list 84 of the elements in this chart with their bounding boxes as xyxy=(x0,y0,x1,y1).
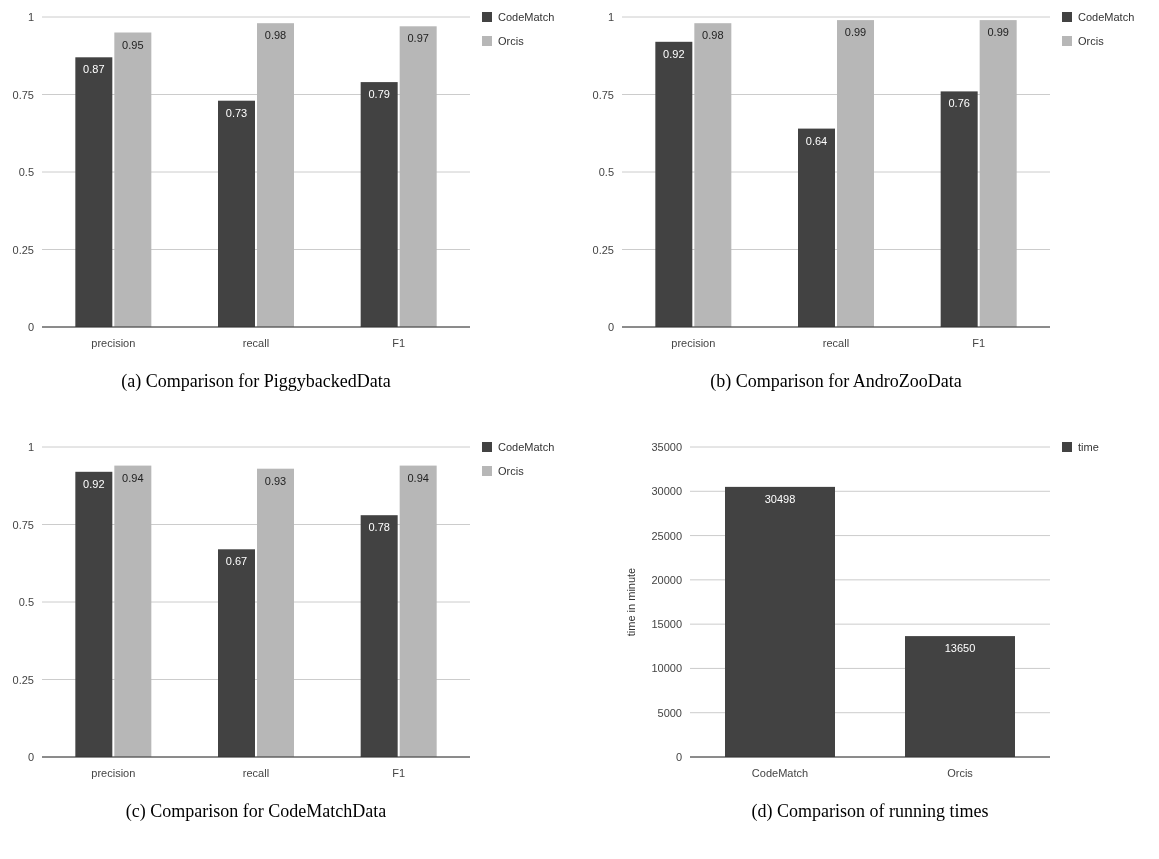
text: (a) Comparison for PiggybackedData xyxy=(121,371,391,392)
data-label: 0.73 xyxy=(225,106,248,119)
y-tick-label: 0 xyxy=(27,321,34,333)
y-tick-label: 0 xyxy=(607,321,614,333)
y-tick-label: 20000 xyxy=(651,573,682,586)
bar xyxy=(75,471,113,757)
x-tick-label: precision xyxy=(671,337,716,349)
data-label: 0.78 xyxy=(368,521,390,534)
bar xyxy=(218,100,255,327)
bar xyxy=(655,41,693,327)
bar xyxy=(75,57,113,327)
legend-label: CodeMatch xyxy=(498,441,555,453)
bar xyxy=(218,549,255,757)
data-label: 0.99 xyxy=(987,26,1009,39)
data-label: 0.94 xyxy=(407,471,429,484)
bar xyxy=(694,23,732,327)
y-tick-label: 0.25 xyxy=(12,673,34,686)
y-tick-label: 35000 xyxy=(651,441,682,453)
y-tick-label: 1 xyxy=(27,11,34,23)
x-tick-label: F1 xyxy=(392,767,406,779)
x-tick-label: F1 xyxy=(972,337,986,349)
data-label: 0.97 xyxy=(407,32,429,45)
data-label: 0.94 xyxy=(122,471,144,484)
y-tick-label: 0.25 xyxy=(592,243,614,256)
y-tick-label: 0.5 xyxy=(18,596,34,608)
data-label: 0.98 xyxy=(702,29,724,42)
x-tick-label: Orcis xyxy=(947,767,974,779)
y-tick-label: 30000 xyxy=(651,485,682,498)
bar xyxy=(979,20,1017,327)
x-tick-label: recall xyxy=(242,337,270,349)
data-label: 0.76 xyxy=(948,97,970,110)
y-tick-label: 25000 xyxy=(651,529,682,542)
bar xyxy=(837,20,874,327)
data-label: 0.67 xyxy=(225,555,248,568)
data-label: 0.95 xyxy=(122,38,144,51)
y-tick-label: 10000 xyxy=(651,662,682,675)
y-tick-label: 0.75 xyxy=(592,88,614,101)
legend-label: time xyxy=(1078,441,1099,453)
data-label: 0.79 xyxy=(368,88,390,101)
data-label: 0.99 xyxy=(844,26,867,39)
legend-label: Orcis xyxy=(498,35,525,47)
y-tick-label: 5000 xyxy=(657,706,682,719)
data-label: 0.64 xyxy=(805,134,828,147)
bar xyxy=(798,128,835,327)
bar xyxy=(360,515,398,757)
bar xyxy=(940,91,978,327)
x-tick-label: precision xyxy=(91,337,136,349)
bar xyxy=(114,32,152,327)
x-tick-label: F1 xyxy=(392,337,406,349)
legend-label: CodeMatch xyxy=(498,11,555,23)
x-tick-label: precision xyxy=(91,767,136,779)
text: (b) Comparison for AndroZooData xyxy=(710,371,962,392)
bar xyxy=(399,26,437,327)
y-axis-title: time in minute xyxy=(625,567,637,637)
legend-label: CodeMatch xyxy=(1078,11,1135,23)
bar xyxy=(257,23,294,327)
data-label: 0.98 xyxy=(264,29,287,42)
x-tick-label: recall xyxy=(242,767,270,779)
y-tick-label: 0 xyxy=(27,751,34,763)
y-tick-label: 0.5 xyxy=(598,166,614,178)
y-tick-label: 0.75 xyxy=(12,88,34,101)
data-label: 0.93 xyxy=(264,474,287,487)
x-tick-label: recall xyxy=(822,337,850,349)
legend-label: Orcis xyxy=(1078,35,1105,47)
legend-label: Orcis xyxy=(498,465,525,477)
bar xyxy=(257,468,294,757)
bar xyxy=(114,465,152,757)
data-label: 0.92 xyxy=(663,47,685,60)
data-label: 0.92 xyxy=(83,477,105,490)
x-tick-label: CodeMatch xyxy=(751,767,809,779)
data-label: 13650 xyxy=(944,642,976,655)
y-tick-label: 1 xyxy=(607,11,614,23)
bar xyxy=(399,465,437,757)
data-label: 30498 xyxy=(764,492,796,505)
y-tick-label: 0.25 xyxy=(12,243,34,256)
bar xyxy=(360,82,398,327)
y-tick-label: 1 xyxy=(27,441,34,453)
text: (d) Comparison of running times xyxy=(751,801,989,822)
y-tick-label: 0 xyxy=(675,751,682,763)
y-tick-label: 0.5 xyxy=(18,166,34,178)
text: (c) Comparison for CodeMatchData xyxy=(125,801,387,822)
y-tick-label: 15000 xyxy=(651,618,682,631)
data-label: 0.87 xyxy=(83,63,105,76)
y-tick-label: 0.75 xyxy=(12,518,34,531)
